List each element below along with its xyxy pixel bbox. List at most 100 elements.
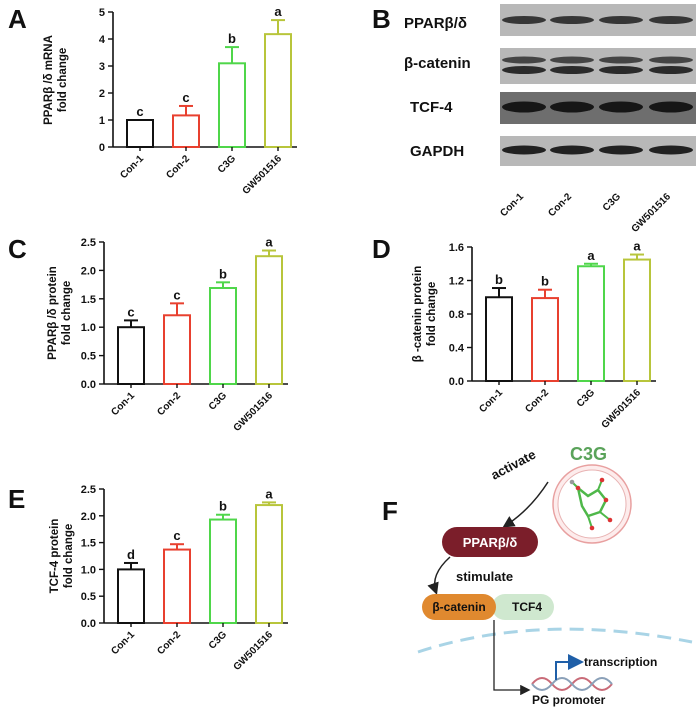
x-tick-label: Con-1 <box>109 390 137 418</box>
significance-letter: d <box>127 547 135 562</box>
chart-d-beta-catenin-protein: 0.0 0.4 0.8 1.2 1.6 β -catenin protein fold ch… <box>412 239 656 431</box>
activate-label: activate <box>488 447 538 483</box>
blot-lane-label: C3G <box>601 191 623 213</box>
blot-band <box>599 56 643 64</box>
x-tick-label: Con-2 <box>523 387 551 415</box>
bar-gw501516 <box>264 33 292 148</box>
beta-catenin-oval-label: β-catenin <box>432 600 485 614</box>
bar-c3g <box>209 287 237 385</box>
tcf4-oval <box>492 594 554 620</box>
tcf4-label: TCF4 <box>512 600 542 614</box>
x-tick-label: GW501516 <box>232 390 276 434</box>
blot-band <box>599 145 643 155</box>
blot-band <box>649 56 693 64</box>
significance-letter: c <box>173 528 180 543</box>
blot-band <box>599 66 643 74</box>
ppar-oval <box>442 527 538 557</box>
blot-band <box>649 16 693 24</box>
y-tick-label: 0 <box>99 142 105 154</box>
y-tick-label: 1.5 <box>81 294 96 306</box>
blot-band <box>550 16 594 24</box>
y-tick-label: 2.5 <box>81 237 96 249</box>
blot-label-beta-catenin: β-catenin <box>404 55 471 72</box>
blot-band <box>649 101 693 113</box>
y-tick-label: 0.0 <box>449 376 464 388</box>
blot-lane-label: Con-2 <box>546 191 574 219</box>
significance-letter: c <box>182 90 189 105</box>
blot-band <box>502 101 546 113</box>
y-tick-label: 1.0 <box>81 322 96 334</box>
blot-band <box>550 66 594 74</box>
significance-letter: a <box>587 248 595 263</box>
y-axis-label: β -catenin protein fold change <box>412 266 438 362</box>
blot-band <box>649 145 693 155</box>
y-tick-label: 5 <box>99 7 105 19</box>
bar-c3g <box>577 265 605 383</box>
y-tick-label: 1.6 <box>449 242 464 254</box>
x-tick-label: C3G <box>207 629 229 651</box>
c3g-label: C3G <box>570 444 607 464</box>
blot-band <box>502 66 546 74</box>
panel-letter-a: A <box>8 4 27 34</box>
y-tick-label: 4 <box>99 34 106 46</box>
mechanism-diagram: C3G activate PPARβ/δ stimulate TCF4 β-ca… <box>417 444 693 707</box>
significance-letter: b <box>541 274 549 289</box>
y-axis-label: TCF-4 protein fold change <box>49 519 75 594</box>
blot-band <box>599 16 643 24</box>
bar-c3g <box>209 518 237 624</box>
blot-label-gapdh: GAPDH <box>410 143 464 160</box>
panel-letter-f: F <box>382 496 398 526</box>
y-tick-label: 1 <box>99 115 105 127</box>
x-tick-label: GW501516 <box>600 387 644 431</box>
x-tick-label: C3G <box>207 390 229 412</box>
x-tick-label: Con-2 <box>155 390 183 418</box>
blot-label-ppar: PPARβ/δ <box>404 15 467 32</box>
bar-c3g <box>218 62 246 148</box>
c3g-molecule <box>552 464 632 544</box>
panel-letter-e: E <box>8 484 25 514</box>
significance-letter: b <box>495 272 503 287</box>
panel-letter-c: C <box>8 234 27 264</box>
blot-lane-label: Con-1 <box>498 191 526 219</box>
y-tick-label: 0.5 <box>81 591 96 603</box>
y-tick-label: 0.0 <box>81 379 96 391</box>
bar-con-2 <box>172 114 200 149</box>
significance-letter: a <box>265 486 273 501</box>
bar-gw501516 <box>255 504 283 624</box>
blot-band <box>649 66 693 74</box>
blot-label-tcf4: TCF-4 <box>410 99 453 116</box>
y-tick-label: 0.4 <box>449 343 465 355</box>
chart-c-ppar-protein: 0.0 0.5 1.0 1.5 2.0 2.5 PPARβ /δ protein fold c… <box>47 235 288 434</box>
x-tick-label: C3G <box>216 153 238 175</box>
panel-letter-d: D <box>372 234 391 264</box>
significance-letter: b <box>219 499 227 514</box>
bar-con-1 <box>117 568 145 625</box>
significance-letter: a <box>274 4 282 19</box>
x-tick-label: GW501516 <box>232 629 276 673</box>
significance-letter: c <box>173 287 180 302</box>
y-tick-label: 1.0 <box>81 564 96 576</box>
x-tick-label: Con-1 <box>109 629 137 657</box>
blot-band <box>502 16 546 24</box>
x-tick-label: GW501516 <box>241 153 285 197</box>
significance-letter: a <box>265 235 273 250</box>
bar-gw501516 <box>623 258 651 382</box>
y-tick-label: 2.5 <box>81 484 96 496</box>
y-tick-label: 0.5 <box>81 351 96 363</box>
y-tick-label: 0.8 <box>449 309 464 321</box>
beta-catenin-oval <box>422 594 496 620</box>
x-tick-label: Con-2 <box>155 629 183 657</box>
pg-promoter-label: PG promoter <box>532 693 606 707</box>
x-tick-label: Con-1 <box>118 153 146 181</box>
y-tick-label: 1.2 <box>449 276 464 288</box>
x-tick-label: C3G <box>575 387 597 409</box>
bar-con-1 <box>126 119 154 148</box>
y-axis-label: PPARβ /δ mRNA fold change <box>43 35 69 125</box>
blot-band <box>502 145 546 155</box>
blot-strip <box>500 48 696 84</box>
ppar-oval-label: PPARβ/δ <box>463 535 518 550</box>
x-tick-label: Con-1 <box>477 387 505 415</box>
blot-band <box>599 101 643 113</box>
bar-con-1 <box>117 326 145 386</box>
